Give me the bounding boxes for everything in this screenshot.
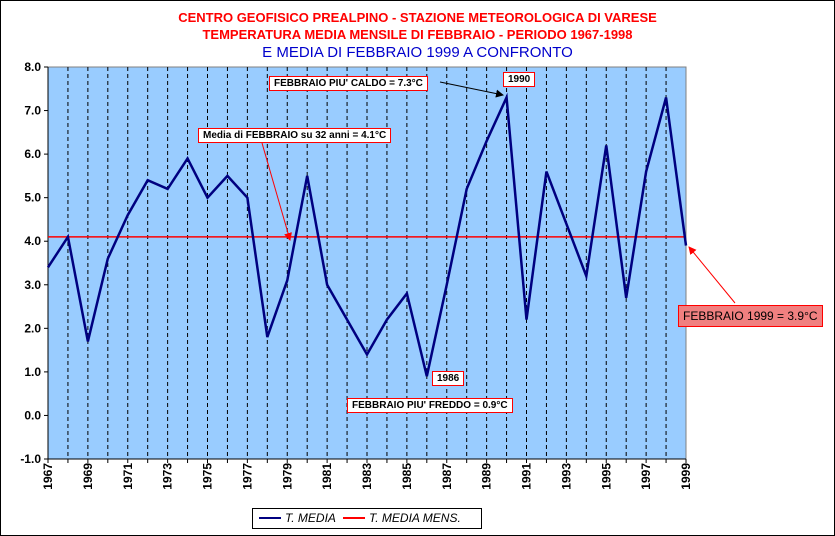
x-tick-label: 1977 — [240, 463, 254, 490]
chart-title-line2: TEMPERATURA MEDIA MENSILE DI FEBBRAIO - … — [202, 27, 633, 42]
y-tick-label: 2.0 — [24, 321, 41, 335]
y-tick-label: -1.0 — [20, 452, 41, 466]
y-tick-label: 3.0 — [24, 278, 41, 292]
y-tick-label: 8.0 — [24, 60, 41, 74]
chart-title-line3: E MEDIA DI FEBBRAIO 1999 A CONFRONTO — [262, 44, 573, 61]
legend-swatch-t-media — [259, 517, 281, 519]
warmest-arrow — [439, 81, 504, 98]
legend-item-t-media: T. MEDIA — [259, 511, 336, 525]
x-tick-label: 1991 — [520, 463, 534, 490]
annotation-coldest-year: 1986 — [432, 371, 465, 386]
x-tick-label: 1969 — [81, 463, 95, 490]
x-tick-label: 1973 — [161, 463, 175, 490]
annotation-mean: Media di FEBBRAIO su 32 anni = 4.1°C — [198, 128, 392, 143]
feb1999-arrow — [688, 246, 736, 304]
y-tick-label: 5.0 — [24, 191, 41, 205]
annotation-feb1999: FEBBRAIO 1999 = 3.9°C — [678, 305, 823, 327]
y-tick-label: 4.0 — [24, 234, 41, 248]
series-lines — [46, 92, 688, 377]
x-tick-label: 1983 — [360, 463, 374, 490]
legend-item-t-media-mens: T. MEDIA MENS. — [343, 511, 461, 525]
y-tick-label: 7.0 — [24, 104, 41, 118]
x-tick-label: 1979 — [280, 463, 294, 490]
chart-legend: T. MEDIA T. MEDIA MENS. — [252, 508, 482, 529]
x-tick-label: 1997 — [639, 463, 653, 490]
y-tick-label: 0.0 — [24, 408, 41, 422]
y-tick-label: 6.0 — [24, 147, 41, 161]
x-tick-label: 1989 — [480, 463, 494, 490]
y-tick-label: 1.0 — [24, 365, 41, 379]
x-tick-label: 1999 — [679, 463, 693, 490]
tick-labels: -1.0 0.0 1.0 2.0 3.0 4.0 5.0 6.0 7.0 8.0 1967 1969 1… — [20, 60, 693, 490]
x-tick-label: 1975 — [201, 463, 215, 490]
x-tick-label: 1987 — [440, 463, 454, 490]
legend-label-t-media: T. MEDIA — [285, 511, 336, 525]
x-tick-label: 1981 — [320, 463, 334, 490]
x-tick-label: 1967 — [41, 463, 55, 490]
x-tick-label: 1971 — [121, 463, 135, 490]
x-tick-label: 1985 — [400, 463, 414, 490]
legend-swatch-t-media-mens — [343, 517, 365, 519]
x-tick-label: 1993 — [559, 463, 573, 490]
chart-title-line1: CENTRO GEOFISICO PREALPINO - STAZIONE ME… — [178, 10, 657, 25]
annotation-warmest: FEBBRAIO PIU' CALDO = 7.3°C — [269, 76, 428, 91]
x-tick-label: 1995 — [599, 463, 613, 490]
legend-label-t-media-mens: T. MEDIA MENS. — [369, 511, 461, 525]
annotation-warmest-year: 1990 — [503, 72, 536, 87]
series-line-t-media — [46, 92, 688, 377]
mean-arrow — [261, 142, 292, 241]
annotation-coldest: FEBBRAIO PIU' FREDDO = 0.9°C — [347, 398, 513, 413]
